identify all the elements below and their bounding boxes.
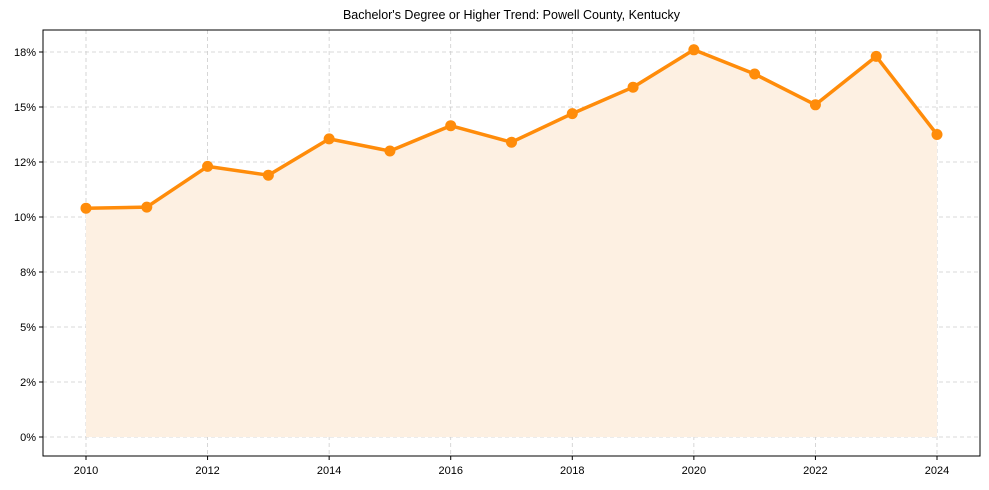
x-tick-label: 2016 (438, 465, 462, 477)
x-axis: 2010 2012 2014 2016 2018 2020 2022 2024 (74, 456, 949, 477)
x-tick-label: 2012 (195, 465, 219, 477)
data-point (931, 129, 943, 140)
plot-frame (42, 29, 981, 457)
data-markers (80, 44, 943, 214)
x-tick-label: 2018 (560, 465, 584, 477)
x-tick-label: 2010 (74, 465, 98, 477)
data-point (627, 81, 639, 93)
y-axis: 0% 2% 5% 8% 10% 12% 15% 18% (14, 47, 43, 444)
y-tick-label: 12% (14, 157, 36, 169)
data-point (566, 108, 578, 120)
chart-title: Bachelor's Degree or Higher Trend: Powel… (342, 8, 681, 22)
x-tick-label: 2024 (925, 465, 949, 477)
area-fill (86, 49, 937, 438)
data-point (688, 44, 700, 56)
y-tick-label: 2% (20, 377, 36, 389)
y-tick-label: 18% (14, 47, 36, 59)
y-tick-label: 8% (20, 267, 36, 279)
y-tick-label: 10% (14, 212, 36, 224)
data-point (506, 136, 517, 148)
data-point (445, 120, 457, 132)
data-point (749, 68, 761, 80)
x-tick-label: 2014 (317, 465, 341, 477)
data-point (202, 160, 214, 172)
y-tick-label: 0% (20, 432, 36, 444)
y-tick-label: 15% (14, 102, 36, 114)
x-tick-label: 2022 (803, 465, 827, 477)
data-point (80, 202, 92, 214)
x-tick-label: 2020 (682, 465, 706, 477)
y-tick-label: 5% (20, 322, 36, 334)
data-point (323, 133, 335, 145)
data-point (262, 169, 274, 181)
data-point (141, 201, 153, 213)
data-point (384, 145, 396, 157)
data-point (809, 99, 821, 111)
data-point (870, 50, 882, 62)
